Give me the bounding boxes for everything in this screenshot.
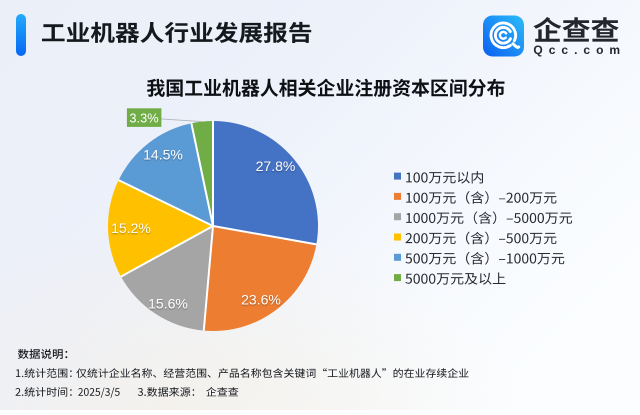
- svg-text:23.6%: 23.6%: [241, 292, 281, 308]
- svg-text:15.6%: 15.6%: [148, 295, 188, 311]
- svg-text:15.2%: 15.2%: [111, 220, 151, 236]
- svg-text:3.3%: 3.3%: [129, 110, 158, 125]
- svg-text:Qcc.com: Qcc.com: [533, 43, 626, 57]
- svg-text:14.5%: 14.5%: [143, 146, 183, 162]
- svg-text:27.8%: 27.8%: [256, 158, 296, 174]
